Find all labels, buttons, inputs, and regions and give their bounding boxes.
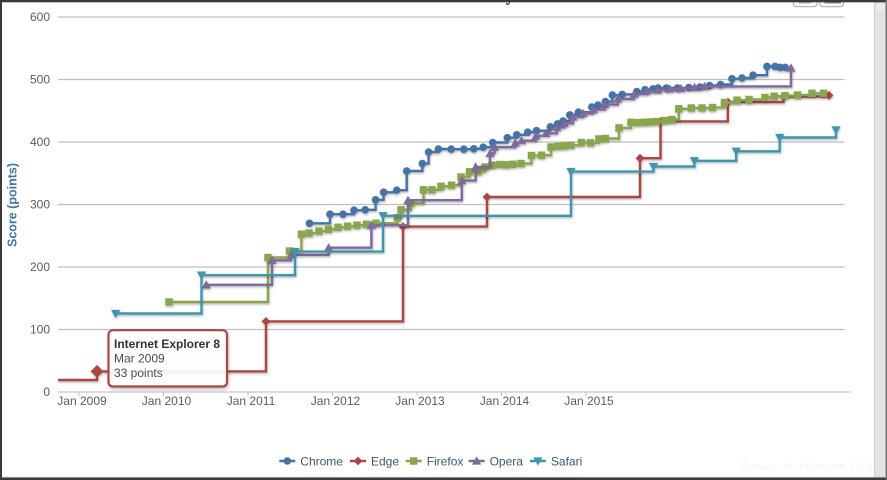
svg-text:Internet Explorer 8: Internet Explorer 8 <box>114 337 220 351</box>
svg-text:500: 500 <box>30 73 50 87</box>
svg-text:Opera: Opera <box>490 454 524 468</box>
svg-text:Jan 2012: Jan 2012 <box>311 394 361 408</box>
svg-text:33 points: 33 points <box>114 366 163 380</box>
svg-text:600: 600 <box>30 10 50 24</box>
svg-text:Created with Highcharts 5.0.6: Created with Highcharts 5.0.6 <box>740 462 872 473</box>
svg-text:Jan 2011: Jan 2011 <box>227 394 276 408</box>
svg-text:Mar 2009: Mar 2009 <box>114 351 165 365</box>
svg-text:Jan 2013: Jan 2013 <box>395 394 445 408</box>
svg-text:Jan 2015: Jan 2015 <box>564 394 614 408</box>
svg-text:400: 400 <box>30 135 50 149</box>
svg-text:300: 300 <box>30 198 50 212</box>
svg-text:200: 200 <box>30 260 50 274</box>
svg-text:Jan 2010: Jan 2010 <box>142 394 192 408</box>
svg-text:Safari: Safari <box>551 454 582 468</box>
svg-text:Firefox: Firefox <box>427 454 464 468</box>
svg-text:Chrome: Chrome <box>300 454 343 468</box>
svg-text:Jan 2009: Jan 2009 <box>57 394 107 408</box>
svg-text:Edge: Edge <box>371 454 399 468</box>
svg-text:0: 0 <box>43 385 50 399</box>
svg-text:Score (points): Score (points) <box>6 163 20 247</box>
svg-text:Jan 2014: Jan 2014 <box>480 394 530 408</box>
svg-text:100: 100 <box>30 323 50 337</box>
